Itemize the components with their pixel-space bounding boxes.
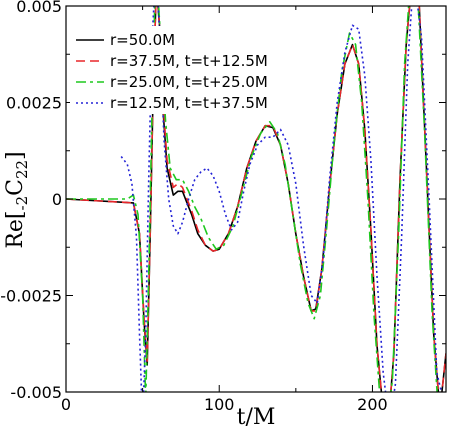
y-axis-title-close: ]	[3, 151, 28, 160]
legend: r=50.0M r=37.5M, t=t+12.5M r=25.0M, t=t+25…	[70, 26, 292, 114]
x-tick-label: 100	[204, 395, 235, 414]
legend-label-4: r=12.5M, t=t+37.5M	[110, 94, 268, 112]
y-tick-label: 0.0025	[6, 94, 62, 113]
y-tick-label: 0.005	[16, 0, 62, 16]
series-line-4	[120, 6, 443, 392]
y-axis-title-sub-right: 22	[13, 160, 31, 179]
x-axis-title: t/M	[237, 405, 276, 430]
legend-label-1: r=50.0M	[110, 31, 175, 49]
ticks-layer: 0 100 200 -0.005 -0.0025 0 0.0025 0.005	[0, 0, 446, 414]
legend-label-3: r=25.0M, t=t+25.0M	[110, 73, 268, 91]
y-axis-title: Re[-2C22]	[3, 151, 31, 248]
y-tick-label: -0.005	[10, 383, 62, 402]
x-tick-label: 0	[61, 395, 71, 414]
y-axis-title-c: C	[3, 179, 28, 196]
y-axis-title-prefix: Re[	[3, 210, 28, 248]
legend-label-2: r=37.5M, t=t+12.5M	[110, 52, 268, 70]
y-tick-label: -0.0025	[0, 287, 62, 306]
legend-background	[70, 26, 292, 114]
x-tick-label: 200	[357, 395, 388, 414]
series-line-3	[66, 6, 446, 392]
y-tick-label: 0	[52, 190, 62, 209]
y-axis-title-sub-left: -2	[13, 196, 31, 211]
